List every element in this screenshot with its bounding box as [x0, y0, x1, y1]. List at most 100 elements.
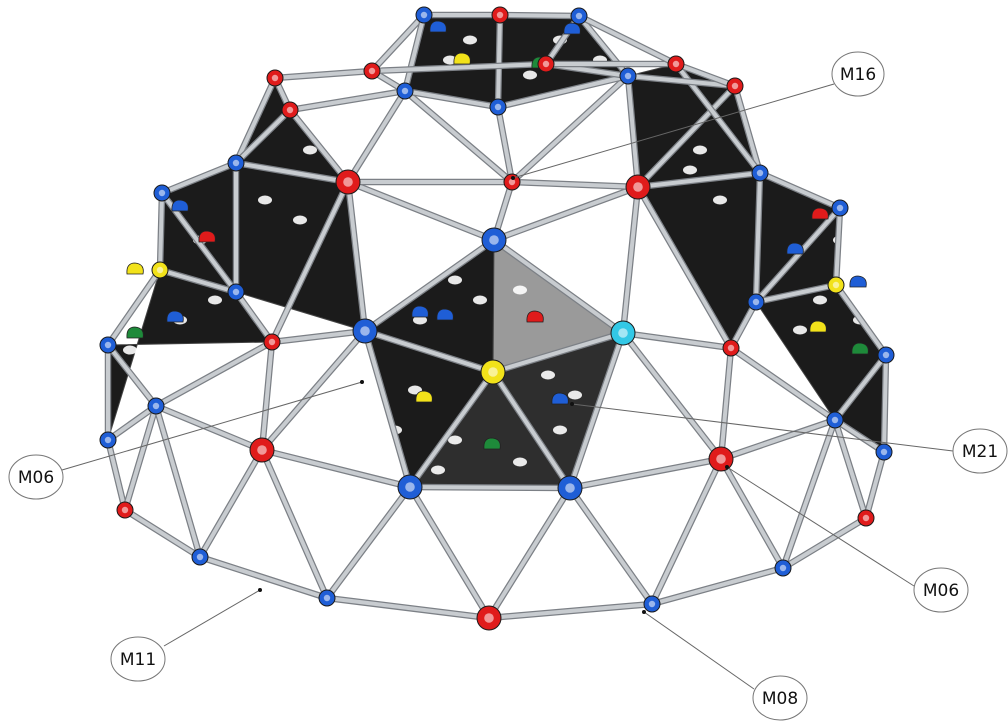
- callout-m08: M08: [752, 675, 808, 721]
- panel-hole: [463, 35, 477, 45]
- strut: [496, 13, 502, 109]
- strut: [733, 84, 762, 175]
- callout-m06-left: M06: [8, 454, 64, 500]
- strut: [158, 268, 238, 294]
- connector-bolt: [323, 594, 331, 602]
- strut: [729, 300, 758, 350]
- panel-hole: [541, 370, 555, 380]
- strut: [781, 418, 837, 570]
- panel-hole: [568, 390, 582, 400]
- strut: [325, 485, 412, 600]
- callout-m06-right: M06: [913, 567, 969, 613]
- panel-hole: [303, 145, 317, 155]
- connector-bolt: [542, 60, 550, 68]
- connector-bolt: [756, 169, 764, 177]
- climbing-hold: [809, 320, 827, 333]
- connector-bolt: [836, 204, 844, 212]
- strut: [408, 485, 491, 620]
- connector-bolt: [618, 328, 628, 338]
- strut: [568, 331, 625, 490]
- climbing-hold: [483, 437, 501, 450]
- strut: [834, 206, 842, 287]
- panel-hole: [448, 435, 462, 445]
- connector-bolt: [727, 344, 735, 352]
- strut: [260, 448, 412, 489]
- strut: [154, 404, 202, 559]
- callout-leader: [571, 403, 954, 452]
- strut: [260, 329, 367, 452]
- strut: [346, 180, 367, 333]
- strut: [403, 89, 500, 109]
- strut: [758, 171, 842, 210]
- connector-bolt: [832, 281, 840, 289]
- panel-hole: [208, 295, 222, 305]
- strut: [636, 171, 762, 189]
- strut: [234, 290, 274, 344]
- connector-bolt: [496, 11, 504, 19]
- strut: [882, 353, 888, 454]
- strut: [270, 180, 350, 344]
- callout-leader-tip: [258, 588, 262, 592]
- climbing-hold: [166, 310, 184, 323]
- panel-hole: [553, 425, 567, 435]
- panel-hole: [793, 325, 807, 335]
- strut: [370, 62, 548, 73]
- strut: [626, 74, 737, 88]
- panel-hole: [293, 215, 307, 225]
- strut: [621, 331, 723, 461]
- strut: [158, 191, 164, 272]
- strut: [160, 161, 238, 195]
- callouts: M16 M06 M21 M06 M11 M08: [8, 51, 1008, 721]
- connector-bolt: [731, 82, 739, 90]
- connector-bolt: [779, 564, 787, 572]
- connector-bolt: [672, 60, 680, 68]
- climbing-hold: [786, 242, 804, 255]
- strut: [719, 418, 837, 461]
- panel-hole: [448, 275, 462, 285]
- strut: [106, 268, 162, 347]
- connector-bolt: [420, 11, 428, 19]
- callout-leader-tip: [725, 465, 729, 469]
- strut: [487, 602, 654, 620]
- strut: [864, 450, 886, 520]
- callout-m16-label: M16: [840, 65, 876, 85]
- strut: [234, 76, 277, 165]
- strut: [833, 353, 888, 422]
- connector-bolt: [286, 106, 294, 114]
- strut: [363, 329, 495, 374]
- connector-bolt: [648, 600, 656, 608]
- strut: [496, 105, 514, 184]
- strut: [719, 346, 733, 461]
- climbing-hold: [811, 207, 829, 220]
- strut: [408, 370, 495, 489]
- strut: [719, 457, 785, 570]
- strut: [363, 238, 496, 333]
- climbing-hold: [563, 22, 581, 35]
- strut: [577, 14, 678, 66]
- connector-bolt: [368, 67, 376, 75]
- connector-bolt: [268, 338, 276, 346]
- strut: [106, 343, 158, 408]
- panel-hole: [513, 457, 527, 467]
- strut: [363, 329, 412, 489]
- connector-bolt: [633, 182, 643, 192]
- connector-bolt: [405, 482, 415, 492]
- strut: [636, 185, 733, 350]
- callout-leader: [61, 381, 363, 471]
- climbing-hold: [453, 52, 471, 65]
- callout-leader-tip: [360, 380, 364, 384]
- strut: [106, 438, 127, 512]
- panel-hole: [123, 345, 137, 355]
- connector-bolt: [196, 553, 204, 561]
- climbing-hold: [415, 390, 433, 403]
- strut: [754, 283, 838, 304]
- strut: [636, 84, 737, 189]
- strut: [270, 329, 367, 344]
- climbing-hold: [126, 326, 144, 339]
- strut: [325, 596, 491, 620]
- strut: [754, 206, 842, 304]
- connector-bolt: [716, 454, 726, 464]
- strut: [621, 331, 733, 350]
